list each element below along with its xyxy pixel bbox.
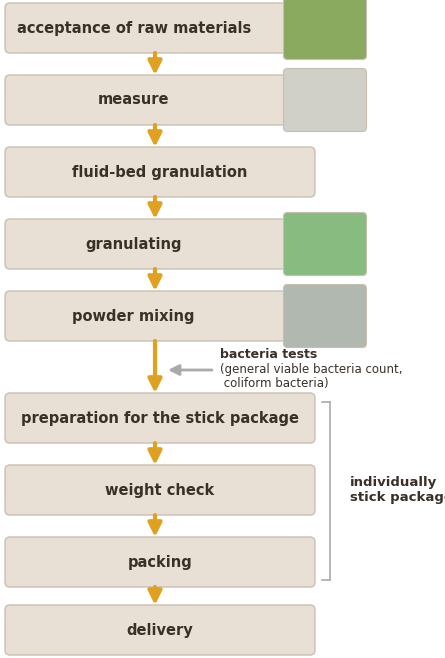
Text: measure: measure xyxy=(98,93,170,107)
FancyBboxPatch shape xyxy=(5,3,315,53)
FancyBboxPatch shape xyxy=(5,75,315,125)
FancyBboxPatch shape xyxy=(5,605,315,655)
FancyBboxPatch shape xyxy=(5,291,315,341)
Text: individually
stick package: individually stick package xyxy=(350,476,445,504)
FancyBboxPatch shape xyxy=(5,393,315,443)
FancyBboxPatch shape xyxy=(283,0,367,59)
Text: weight check: weight check xyxy=(105,482,214,497)
Text: granulating: granulating xyxy=(85,236,182,251)
Text: powder mixing: powder mixing xyxy=(73,309,195,324)
Text: packing: packing xyxy=(128,555,192,570)
FancyBboxPatch shape xyxy=(283,213,367,276)
Text: bacteria tests: bacteria tests xyxy=(220,349,317,361)
Text: delivery: delivery xyxy=(127,622,194,638)
FancyBboxPatch shape xyxy=(5,465,315,515)
Text: acceptance of raw materials: acceptance of raw materials xyxy=(16,20,251,36)
Text: coliform bacteria): coliform bacteria) xyxy=(220,376,328,390)
Text: fluid-bed granulation: fluid-bed granulation xyxy=(72,164,248,180)
FancyBboxPatch shape xyxy=(283,284,367,347)
Text: (general viable bacteria count,: (general viable bacteria count, xyxy=(220,363,402,376)
FancyBboxPatch shape xyxy=(5,537,315,587)
FancyBboxPatch shape xyxy=(5,147,315,197)
Text: preparation for the stick package: preparation for the stick package xyxy=(21,411,299,426)
FancyBboxPatch shape xyxy=(5,219,315,269)
FancyBboxPatch shape xyxy=(283,68,367,132)
